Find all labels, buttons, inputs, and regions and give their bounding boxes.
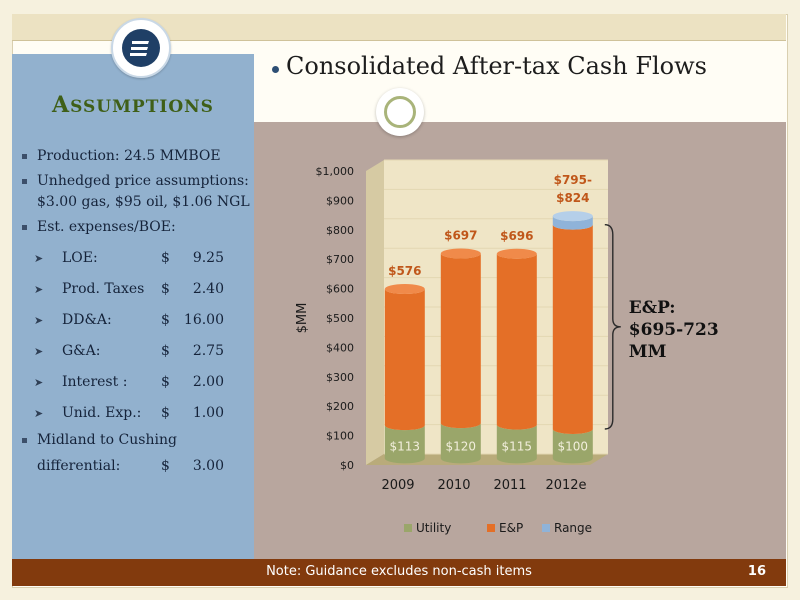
annotation-text: E&P: [629,298,676,318]
data-label-total: $795- [554,173,592,187]
x-tick-label: 2009 [381,478,414,493]
y-tick-label: $200 [326,400,354,413]
expense-row-unid: ➤ Unid. Exp.: $ 1.00 [22,403,250,424]
data-label-total: $576 [388,264,421,278]
data-label-total: $697 [444,228,477,242]
chart-side-wall [366,160,384,465]
legend-label: Utility [416,521,451,535]
y-tick-label: $500 [326,312,354,325]
bar-utility [496,424,537,464]
bullet-square-icon [22,154,27,159]
y-axis-label: $MM [295,303,310,334]
data-label-utility: $100 [558,439,589,453]
slide-heading: Consolidated After-tax Cash Flows [286,52,707,80]
arrow-bullet-icon: ➤ [34,314,44,327]
footer-bar: Note: Guidance excludes non-cash items 1… [12,559,786,586]
heading-bullet-icon [272,66,279,73]
differential-value-row: differential: $ 3.00 [37,458,224,474]
legend-swatch [542,524,550,532]
company-logo [111,18,171,78]
y-tick-label: $600 [326,283,354,296]
arrow-bullet-icon: ➤ [34,283,44,296]
expense-row-prod-taxes: ➤ Prod. Taxes $ 2.40 [22,279,250,300]
bullet-square-icon [22,179,27,184]
bar-utility [440,423,481,464]
bullet-square-icon [22,225,27,230]
footer-note: Note: Guidance excludes non-cash items [266,564,532,579]
data-label-total: $824 [556,191,589,205]
assumption-production: Production: 24.5 MMBOE [22,146,250,167]
y-tick-label: $700 [326,253,354,266]
bar-top [440,248,481,259]
y-tick-label: $0 [340,459,354,472]
assumptions-list: Production: 24.5 MMBOE Unhedged price as… [22,146,250,477]
bar-ep [496,253,537,430]
legend-label: E&P [499,521,523,535]
data-label-utility: $115 [502,439,533,453]
bar-top [552,211,593,222]
y-tick-label: $800 [326,224,354,237]
bar-range [552,216,593,230]
assumption-differential: Midland to Cushing [22,430,250,451]
bar-top [384,284,425,295]
bar-ep [440,253,481,429]
arrow-bullet-icon: ➤ [34,376,44,389]
bullet-square-icon [22,438,27,443]
bar-utility [384,425,425,464]
legend-swatch [487,524,495,532]
y-tick-label: $1,000 [316,165,355,178]
x-tick-label: 2012e [545,478,586,493]
expense-row-dda: ➤ DD&A: $ 16.00 [22,310,250,331]
page-number: 16 [747,564,766,579]
y-tick-label: $900 [326,194,354,207]
ornament-ring-icon [376,88,424,136]
x-tick-label: 2010 [437,478,470,493]
y-tick-label: $400 [326,341,354,354]
data-label-utility: $113 [390,439,421,453]
arrow-bullet-icon: ➤ [34,252,44,265]
bar-utility [552,429,593,464]
logo-icon [122,29,160,67]
legend-swatch [404,524,412,532]
bar-top [496,248,537,259]
annotation-brace [604,223,621,430]
bar-ep [552,224,593,434]
expense-row-interest: ➤ Interest : $ 2.00 [22,372,250,393]
annotation-text: $695-723 [629,320,719,340]
x-tick-label: 2011 [493,478,526,493]
header-area [254,54,786,122]
arrow-bullet-icon: ➤ [34,345,44,358]
cash-flow-chart: $0 $100 $200 $300 $400 $500 $600 $700 $800 $900 $1… [295,159,719,535]
assumption-expenses-heading: Est. expenses/BOE: [22,217,250,238]
assumption-prices: Unhedged price assumptions: $3.00 gas, $… [22,171,250,213]
y-tick-label: $300 [326,371,354,384]
y-tick-label: $100 [326,430,354,443]
assumptions-panel [12,54,254,559]
bar-ep [384,289,425,431]
chart-floor [366,454,608,465]
legend-label: Range [554,521,592,535]
arrow-bullet-icon: ➤ [34,407,44,420]
assumptions-title: ASSUMPTIONS [52,92,214,118]
annotation-text: MM [629,342,667,362]
expense-row-ga: ➤ G&A: $ 2.75 [22,341,250,362]
data-label-total: $696 [500,229,533,243]
expense-row-loe: ➤ LOE: $ 9.25 [22,248,250,269]
data-label-utility: $120 [446,439,477,453]
